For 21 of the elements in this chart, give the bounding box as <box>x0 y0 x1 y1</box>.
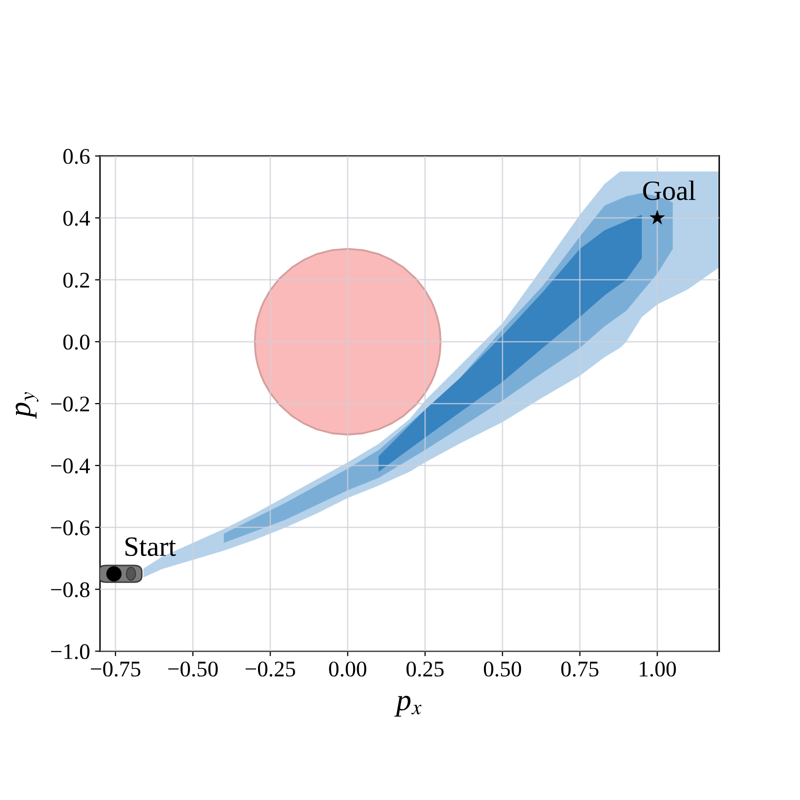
x-tick-label: −0.75 <box>90 662 140 677</box>
x-tick-label: 0.25 <box>406 662 444 677</box>
x-tick-label: −0.25 <box>246 662 296 677</box>
y-tick-label: 0.2 <box>63 272 90 288</box>
x-tick-label: 0.00 <box>329 662 366 677</box>
x-tick-label: 0.75 <box>561 662 598 677</box>
x-tick-label: −0.50 <box>168 662 218 677</box>
y-tick-label: 0.0 <box>63 334 90 350</box>
y-tick-label: −0.8 <box>51 582 90 598</box>
x-tick-label: 0.50 <box>484 662 522 677</box>
annotation: Goal <box>643 180 696 200</box>
y-tick-label: −1.0 <box>51 644 90 660</box>
y-tick-label: −0.6 <box>51 520 90 536</box>
y-tick-label: 0.6 <box>63 148 90 164</box>
annotation: Start <box>126 537 176 556</box>
x-axis-title: p$_{x}$ <box>394 696 422 717</box>
y-tick-label: −0.2 <box>51 396 90 412</box>
y-axis-title: p$_{y}$ <box>16 392 38 419</box>
y-tick-label: 0.4 <box>63 210 90 226</box>
x-tick-label: 1.00 <box>640 662 676 677</box>
y-tick-label: −0.4 <box>51 458 90 474</box>
